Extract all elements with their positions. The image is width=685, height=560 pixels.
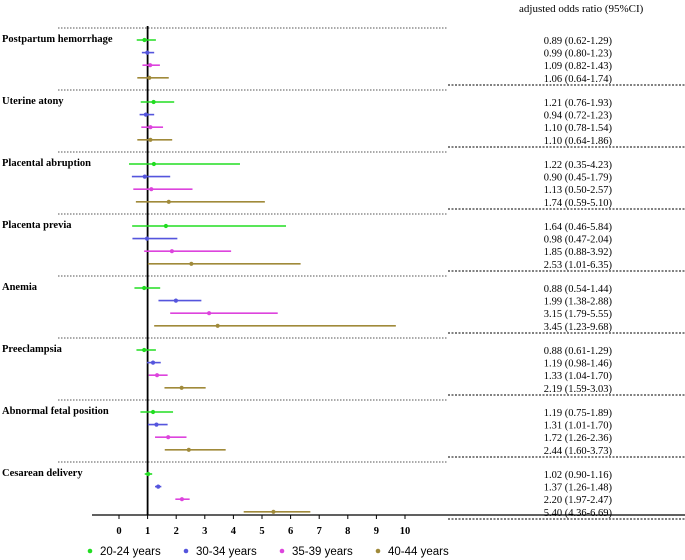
or-label: 2.53 (1.01-6.35) xyxy=(544,260,613,271)
x-tick-label: 1 xyxy=(145,526,150,537)
or-label: 0.88 (0.61-1.29) xyxy=(544,346,613,357)
header-label: adjusted odds ratio (95%CI) xyxy=(519,3,644,15)
point-estimate xyxy=(271,509,276,514)
point-estimate xyxy=(148,63,153,68)
plot-marks: Postpartum hemorrhage 0.89 (0.62-1.29) 0.9… xyxy=(2,26,612,519)
legend-label: 20-24 years xyxy=(100,546,161,558)
point-estimate xyxy=(186,447,191,452)
point-estimate xyxy=(179,497,185,502)
legend-label: 40-44 years xyxy=(388,546,449,558)
or-label: 2.19 (1.59-3.03) xyxy=(544,384,613,395)
x-tick-label: 7 xyxy=(317,526,322,537)
or-label: 1.72 (1.26-2.36) xyxy=(544,433,613,444)
point-estimate xyxy=(151,99,156,105)
group-label: Cesarean delivery xyxy=(2,468,83,479)
or-label: 1.10 (0.64-1.86) xyxy=(544,136,613,147)
point-estimate xyxy=(142,347,147,353)
or-label: 0.90 (0.45-1.79) xyxy=(544,173,613,184)
or-label: 2.44 (1.60-3.73) xyxy=(544,446,613,457)
or-label: 1.74 (0.59-5.10) xyxy=(544,198,613,209)
or-label: 1.06 (0.64-1.74) xyxy=(544,74,613,85)
x-tick-label: 8 xyxy=(345,526,350,537)
point-estimate xyxy=(166,199,171,204)
legend-label: 30-34 years xyxy=(196,546,257,558)
legend-marker xyxy=(183,548,189,554)
group-label: Anemia xyxy=(2,282,38,293)
or-label: 0.98 (0.47-2.04) xyxy=(544,235,613,246)
or-label: 0.99 (0.80-1.23) xyxy=(544,49,613,60)
or-label: 1.37 (1.26-1.48) xyxy=(544,483,613,494)
legend: 20-24 years 30-34 years 35-39 years 40-44 y… xyxy=(87,546,449,558)
legend-marker xyxy=(375,548,381,554)
point-estimate xyxy=(179,385,184,390)
point-estimate xyxy=(215,323,220,328)
or-label: 1.64 (0.46-5.84) xyxy=(544,222,613,233)
point-estimate xyxy=(147,75,152,80)
point-estimate xyxy=(154,422,159,427)
or-label: 5.40 (4.36-6.69) xyxy=(544,508,613,519)
or-label: 3.15 (1.79-5.55) xyxy=(544,309,613,320)
x-tick-label: 10 xyxy=(400,526,411,537)
or-label: 1.85 (0.88-3.92) xyxy=(544,247,613,258)
or-label: 1.19 (0.98-1.46) xyxy=(544,359,613,370)
or-label: 1.21 (0.76-1.93) xyxy=(544,98,613,109)
point-estimate xyxy=(163,223,169,229)
or-label: 0.88 (0.54-1.44) xyxy=(544,284,613,295)
point-estimate xyxy=(206,311,212,316)
x-tick-label: 3 xyxy=(202,526,207,537)
point-estimate xyxy=(144,236,150,241)
group-label: Postpartum hemorrhage xyxy=(2,34,113,45)
group-label: Uterine atony xyxy=(2,96,64,107)
point-estimate xyxy=(154,373,160,378)
point-estimate xyxy=(142,285,147,291)
legend-marker xyxy=(279,548,285,554)
x-tick-label: 9 xyxy=(374,526,379,537)
point-estimate xyxy=(189,261,194,266)
or-label: 0.89 (0.62-1.29) xyxy=(544,36,613,47)
or-label: 1.33 (1.04-1.70) xyxy=(544,371,613,382)
x-tick-label: 2 xyxy=(174,526,179,537)
or-label: 0.94 (0.72-1.23) xyxy=(544,111,613,122)
or-label: 1.02 (0.90-1.16) xyxy=(544,470,613,481)
or-label: 1.13 (0.50-2.57) xyxy=(544,185,613,196)
or-label: 3.45 (1.23-9.68) xyxy=(544,322,613,333)
x-axis: 0 1 2 3 4 5 6 7 8 9 10 xyxy=(92,514,685,537)
group-label: Placenta previa xyxy=(2,220,72,231)
point-estimate xyxy=(150,409,156,415)
or-label: 1.09 (0.82-1.43) xyxy=(544,61,613,72)
x-tick-label: 0 xyxy=(116,526,121,537)
group-label: Preeclampsia xyxy=(2,344,63,355)
or-label: 1.10 (0.78-1.54) xyxy=(544,123,613,134)
or-label: 1.31 (1.01-1.70) xyxy=(544,421,613,432)
point-estimate xyxy=(150,360,156,365)
point-estimate xyxy=(142,37,147,43)
point-estimate xyxy=(169,249,175,254)
or-label: 1.22 (0.35-4.23) xyxy=(544,160,613,171)
group-label: Placental abruption xyxy=(2,158,91,169)
point-estimate xyxy=(143,112,148,117)
x-tick-label: 4 xyxy=(231,526,237,537)
point-estimate xyxy=(145,50,150,55)
or-label: 2.20 (1.97-2.47) xyxy=(544,495,613,506)
point-estimate xyxy=(166,435,171,440)
x-tick-label: 6 xyxy=(288,526,293,537)
legend-label: 35-39 years xyxy=(292,546,353,558)
point-estimate xyxy=(173,298,179,303)
point-estimate xyxy=(149,187,154,192)
point-estimate xyxy=(142,174,147,179)
point-estimate xyxy=(148,137,153,142)
group-separators xyxy=(58,27,685,520)
point-estimate xyxy=(151,161,156,167)
or-label: 1.99 (1.38-2.88) xyxy=(544,297,613,308)
or-label: 1.19 (0.75-1.89) xyxy=(544,408,613,419)
x-tick-label: 5 xyxy=(259,526,264,537)
point-estimate xyxy=(148,125,153,130)
point-estimate xyxy=(156,484,161,489)
point-estimate xyxy=(146,471,151,477)
legend-marker xyxy=(87,548,93,554)
group-label: Abnormal fetal position xyxy=(2,406,109,417)
